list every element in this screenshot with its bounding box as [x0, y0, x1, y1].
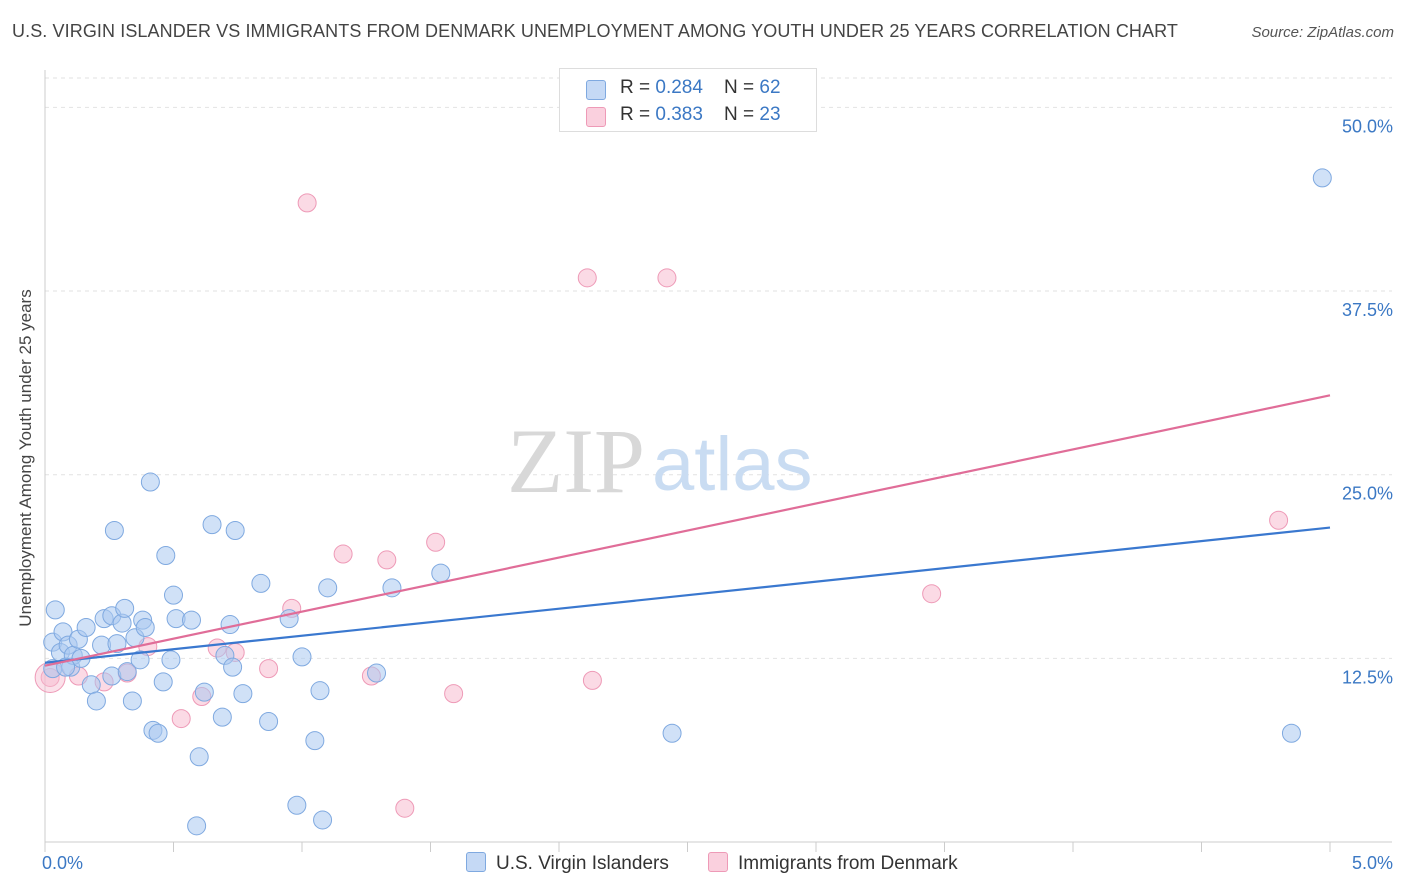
data-point	[181, 610, 201, 630]
y-axis-label: Unemployment Among Youth under 25 years	[16, 289, 35, 627]
correlation-legend: R = 0.284 N = 62 R = 0.383 N = 23	[559, 68, 817, 132]
data-point	[45, 600, 65, 620]
data-point	[1281, 723, 1301, 743]
legend-label: U.S. Virgin Islanders	[496, 853, 669, 874]
watermark: ZIP atlas	[507, 410, 813, 512]
data-point	[233, 684, 253, 704]
n-label: N =	[724, 104, 760, 125]
legend-item-immigrants-from-denmark: Immigrants from Denmark	[708, 852, 958, 875]
legend-swatch-blue	[586, 80, 606, 100]
legend-item-us-virgin-islanders: U.S. Virgin Islanders	[466, 852, 669, 875]
grid-lines	[45, 77, 1392, 659]
data-point	[259, 712, 279, 732]
data-point	[377, 550, 397, 570]
data-point	[292, 647, 312, 667]
data-point	[202, 515, 222, 535]
data-point	[225, 521, 245, 541]
data-point	[223, 657, 243, 677]
n-value: 23	[759, 104, 781, 125]
n-label: N =	[724, 77, 760, 98]
source-label: Source: ZipAtlas.com	[1251, 24, 1394, 41]
data-point	[259, 659, 279, 679]
watermark-zip: ZIP	[507, 410, 645, 512]
data-point	[130, 650, 150, 670]
data-point	[577, 268, 597, 288]
data-point	[76, 617, 96, 637]
data-point	[367, 663, 387, 683]
data-point	[161, 650, 181, 670]
trend-line-immigrants-from-denmark	[44, 394, 1331, 667]
data-point	[81, 675, 101, 695]
r-value: 0.284	[655, 77, 703, 98]
data-point	[212, 707, 232, 727]
x-tick-label: 0.0%	[42, 853, 83, 873]
data-point	[104, 521, 124, 541]
y-tick-label: 25.0%	[1342, 484, 1393, 504]
data-point	[153, 672, 173, 692]
data-point	[444, 684, 464, 704]
r-value: 0.383	[655, 104, 703, 125]
data-point	[156, 546, 176, 565]
data-point	[189, 747, 209, 767]
data-point	[171, 709, 191, 729]
data-point	[86, 691, 106, 711]
y-tick-label: 12.5%	[1342, 667, 1393, 687]
data-point	[305, 731, 325, 751]
r-label: R =	[620, 104, 656, 125]
watermark-atlas: atlas	[652, 422, 813, 507]
trend-lines	[44, 394, 1331, 667]
data-point	[115, 598, 135, 618]
data-point	[164, 585, 183, 605]
n-value: 62	[759, 77, 781, 98]
data-point	[1269, 510, 1289, 530]
data-point	[251, 573, 271, 593]
legend-label: Immigrants from Denmark	[738, 853, 958, 874]
data-point	[426, 532, 446, 552]
data-point	[582, 670, 602, 690]
y-tick-label: 50.0%	[1342, 116, 1393, 136]
r-label: R =	[620, 77, 656, 98]
data-point	[117, 662, 137, 682]
data-point	[194, 682, 214, 702]
data-point	[135, 617, 155, 637]
axes	[44, 70, 1392, 852]
data-point	[318, 578, 338, 598]
series-us-virgin-islanders	[43, 168, 1332, 836]
data-point	[148, 723, 168, 743]
data-point	[1312, 168, 1332, 188]
legend-swatch-pink	[708, 852, 728, 872]
x-tick-label: 5.0%	[1352, 853, 1393, 873]
data-point	[313, 810, 333, 830]
data-point	[287, 795, 307, 815]
legend-swatch-pink	[586, 107, 606, 127]
series-immigrants-from-denmark	[34, 193, 1289, 818]
legend-swatch-blue	[466, 852, 486, 872]
y-tick-labels: 12.5% 25.0% 37.5% 50.0%	[1342, 116, 1393, 687]
legend-row-blue: R = 0.284 N = 62	[586, 77, 781, 100]
data-point	[657, 268, 677, 288]
data-point	[310, 681, 330, 701]
data-point	[662, 723, 682, 743]
data-point	[431, 563, 451, 583]
data-point	[122, 691, 142, 711]
trend-line-us-virgin-islanders	[44, 526, 1331, 664]
data-point	[140, 472, 160, 492]
chart-title: U.S. VIRGIN ISLANDER VS IMMIGRANTS FROM …	[12, 21, 1179, 41]
data-point	[297, 193, 317, 213]
x-tick-labels: 0.0% 5.0%	[42, 853, 1393, 873]
data-point	[107, 634, 127, 654]
data-point	[395, 798, 415, 818]
legend-row-pink: R = 0.383 N = 23	[586, 104, 781, 127]
y-tick-label: 37.5%	[1342, 300, 1393, 320]
data-point	[187, 816, 207, 836]
data-point	[922, 584, 942, 604]
data-point	[333, 544, 353, 564]
